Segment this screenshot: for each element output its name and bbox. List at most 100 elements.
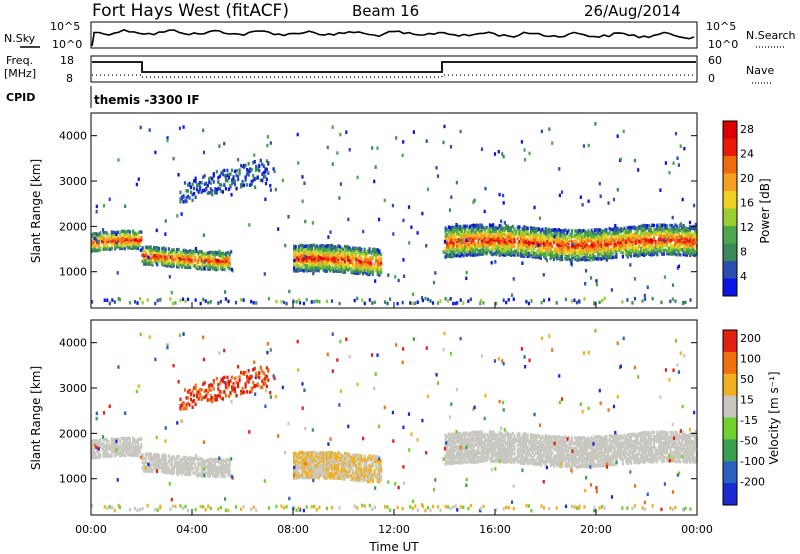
echo-cell	[587, 235, 590, 240]
echo-cell	[677, 226, 680, 231]
echo-cell	[469, 431, 472, 436]
echo-cell	[189, 190, 193, 195]
echo-cell	[226, 250, 230, 255]
echo-cell	[480, 438, 483, 443]
echo-cell	[490, 229, 493, 234]
echo-cell	[230, 267, 233, 272]
echo-cell	[460, 226, 464, 231]
echo-cell	[187, 470, 190, 475]
echo-cell	[487, 245, 490, 250]
echo-cell	[156, 298, 159, 303]
echo-cell	[539, 241, 542, 246]
echo-cell	[337, 248, 340, 253]
echo-cell	[315, 244, 319, 248]
echo-cell	[482, 452, 485, 457]
echo-cell	[197, 461, 200, 465]
echo-cell	[510, 253, 513, 258]
echo-cell	[309, 268, 312, 273]
echo-cell	[492, 240, 495, 244]
echo-cell	[301, 254, 304, 259]
echo-cell	[226, 457, 230, 462]
echo-cell	[157, 455, 161, 460]
echo-cell	[472, 245, 475, 249]
echo-cell	[549, 244, 552, 249]
echo-cell	[680, 231, 684, 236]
echo-cell	[664, 226, 667, 230]
echo-cell	[226, 468, 230, 472]
echo-cell	[202, 128, 205, 133]
echo-cell	[455, 244, 459, 248]
echo-cell	[669, 242, 672, 246]
echo-cell	[366, 458, 370, 463]
echo-cell	[92, 232, 95, 236]
echo-cell	[566, 230, 569, 234]
echo-cell	[105, 438, 108, 442]
echo-cell	[197, 250, 200, 255]
echo-cell	[220, 464, 223, 468]
echo-cell	[533, 228, 536, 233]
echo-cell	[154, 461, 157, 465]
echo-cell	[600, 228, 603, 233]
echo-cell	[124, 204, 127, 208]
echo-cell	[366, 479, 370, 484]
echo-cell	[154, 246, 157, 250]
echo-cell	[574, 248, 577, 252]
echo-cell	[164, 255, 167, 260]
echo-cell	[575, 243, 578, 247]
echo-cell	[508, 245, 511, 249]
echo-cell	[495, 436, 498, 440]
echo-cell	[322, 254, 325, 258]
echo-cell	[184, 457, 187, 462]
echo-cell	[171, 455, 174, 459]
echo-cell	[357, 265, 360, 270]
echo-cell	[102, 450, 105, 455]
echo-cell	[616, 227, 620, 231]
echo-cell	[641, 228, 644, 233]
echo-cell	[332, 246, 335, 251]
echo-cell	[462, 431, 465, 436]
echo-cell	[477, 223, 480, 228]
echo-cell	[335, 253, 338, 257]
echo-cell	[213, 460, 216, 464]
echo-cell	[467, 249, 470, 253]
echo-cell	[223, 464, 226, 468]
echo-cell	[135, 246, 138, 251]
echo-cell	[226, 463, 230, 468]
echo-cell	[574, 243, 577, 248]
echo-cell	[363, 301, 366, 306]
echo-cell	[633, 247, 636, 251]
echo-cell	[457, 438, 460, 443]
echo-cell	[161, 465, 164, 470]
echo-cell	[672, 246, 675, 250]
echo-cell	[521, 238, 524, 242]
nsky-label: N.Sky	[4, 32, 36, 45]
echo-cell	[200, 254, 203, 258]
echo-cell	[200, 468, 203, 473]
echo-cell	[215, 467, 218, 472]
echo-cell	[638, 253, 641, 258]
echo-cell	[175, 260, 179, 265]
echo-cell	[223, 466, 226, 471]
echo-cell	[345, 267, 348, 271]
echo-cell	[488, 225, 492, 230]
echo-cell	[452, 454, 455, 459]
echo-cell	[636, 226, 639, 230]
echo-cell	[357, 478, 360, 483]
echo-cell	[296, 457, 299, 461]
echo-cell	[500, 431, 503, 436]
echo-cell	[200, 465, 203, 470]
echo-cell	[516, 245, 519, 250]
echo-cell	[634, 239, 638, 244]
echo-cell	[137, 177, 140, 181]
echo-cell	[488, 446, 492, 451]
echo-cell	[639, 252, 643, 257]
echo-cell	[152, 246, 156, 250]
echo-cell	[143, 262, 146, 266]
echo-cell	[352, 471, 355, 476]
echo-cell	[600, 247, 603, 251]
echo-cell	[221, 470, 225, 475]
echo-cell	[450, 195, 453, 199]
echo-cell	[361, 298, 364, 303]
echo-cell	[446, 228, 449, 232]
echo-cell	[361, 468, 365, 472]
